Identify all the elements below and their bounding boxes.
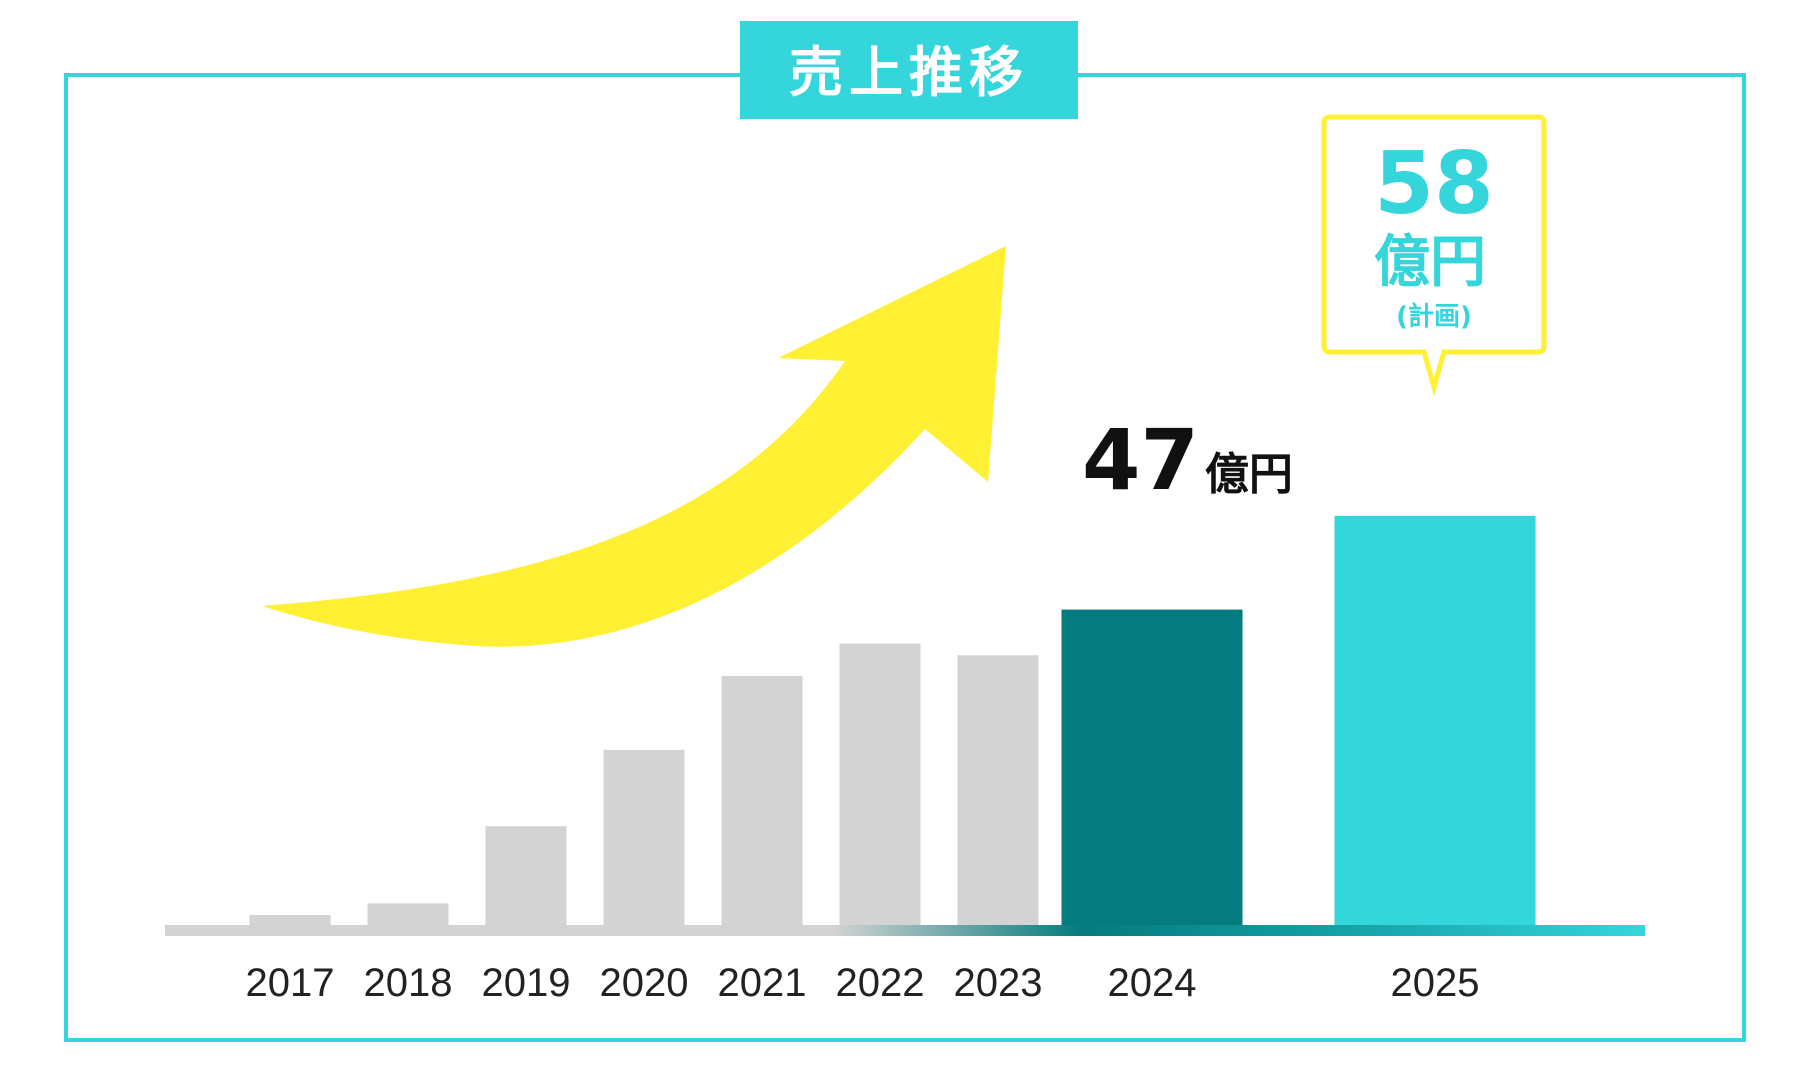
x-tick-2021: 2021 <box>718 961 807 1005</box>
x-axis-labels: 2017 2018 2019 2020 2021 2022 2023 2024 2025 <box>246 961 1480 1005</box>
value-2025: 58 <box>1374 134 1494 234</box>
x-tick-2022: 2022 <box>836 961 925 1005</box>
chart-title: 売上推移 <box>789 41 1029 104</box>
bar-2025 <box>1334 515 1536 925</box>
x-tick-2020: 2020 <box>600 961 689 1005</box>
bar-2023 <box>957 655 1039 925</box>
bar-2017 <box>249 915 331 925</box>
growth-arrow-icon <box>262 246 1006 647</box>
x-tick-2025: 2025 <box>1391 961 1480 1005</box>
bar-2024 <box>1061 609 1243 925</box>
x-tick-2023: 2023 <box>954 961 1043 1005</box>
bar-2019 <box>485 826 567 925</box>
unit-2024: 億円 <box>1205 449 1293 500</box>
baseline <box>165 925 1645 936</box>
bar-2021 <box>721 676 803 925</box>
bar-2022 <box>839 643 921 925</box>
x-tick-2017: 2017 <box>246 961 335 1005</box>
bar-2018 <box>367 903 449 925</box>
x-tick-2024: 2024 <box>1108 961 1197 1005</box>
value-2024: 47 <box>1082 411 1199 509</box>
title-box <box>740 21 1078 119</box>
x-tick-2019: 2019 <box>482 961 571 1005</box>
bar-2020 <box>603 749 685 925</box>
plan-note-2025: (計画) <box>1396 301 1472 332</box>
callout-2025: 58 億円 (計画) <box>1321 114 1547 397</box>
value-label-2024: 47 億円 <box>1082 411 1293 509</box>
x-tick-2018: 2018 <box>364 961 453 1005</box>
callout-box <box>1321 114 1547 397</box>
unit-2025: 億円 <box>1374 230 1486 295</box>
bars-group <box>249 515 1536 925</box>
